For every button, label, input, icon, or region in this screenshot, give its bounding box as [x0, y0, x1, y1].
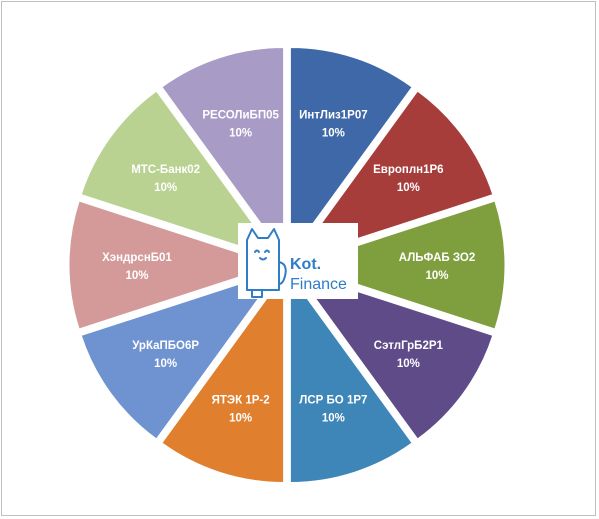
slice-name-label: Европлн1Р6: [373, 164, 443, 176]
slice-percent-label: 10%: [154, 182, 177, 194]
slice-name-label: РЕСОЛиБП05: [202, 109, 279, 121]
slice-percent-label: 10%: [125, 270, 148, 282]
slice-name-label: ЯТЭК 1Р-2: [212, 395, 270, 407]
slice-name-label: СэтлГрБ2Р1: [374, 340, 444, 352]
slice-percent-label: 10%: [397, 182, 420, 194]
slice-name-label: УрКаПБО6Р: [132, 340, 199, 352]
slice-name-label: ЛСР БО 1Р7: [299, 395, 367, 407]
slice-name-label: АЛЬФАБ ЗО2: [399, 252, 475, 264]
kot-finance-logo: Kot. Finance: [238, 223, 358, 299]
slice-name-label: МТС-Банк02: [131, 164, 200, 176]
slice-percent-label: 10%: [154, 358, 177, 370]
slice-percent-label: 10%: [397, 358, 420, 370]
slice-percent-label: 10%: [322, 413, 345, 425]
slice-name-label: ИнтЛиз1Р07: [299, 109, 368, 121]
logo-line2: Finance: [290, 276, 347, 293]
slice-percent-label: 10%: [229, 413, 252, 425]
slice-name-label: ХэндрснБ01: [102, 252, 172, 264]
slice-percent-label: 10%: [425, 270, 448, 282]
logo-line1: Kot.: [290, 256, 321, 273]
slice-percent-label: 10%: [322, 127, 345, 139]
slice-percent-label: 10%: [229, 127, 252, 139]
